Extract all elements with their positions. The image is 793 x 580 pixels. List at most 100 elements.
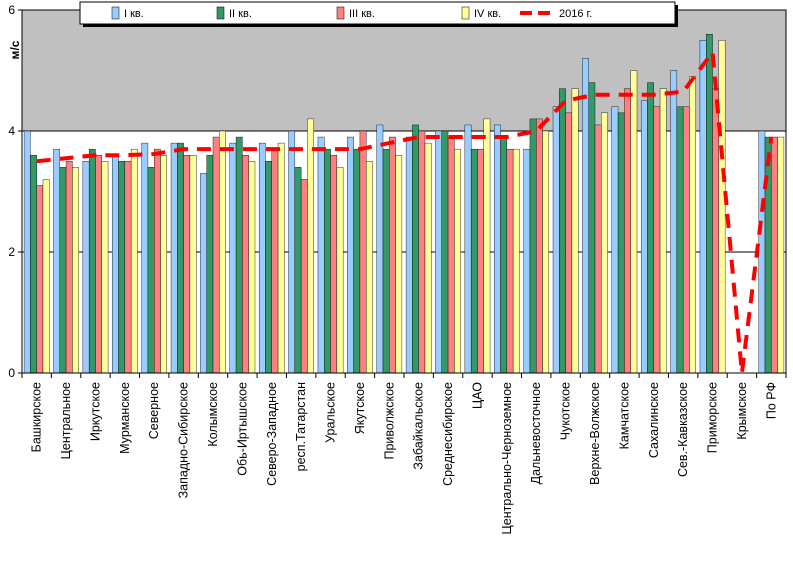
bar xyxy=(130,148,138,374)
bar xyxy=(118,161,126,374)
x-category-labels: Башкирское Центральное Иркутское Мурманское… xyxy=(30,382,779,535)
bar xyxy=(764,136,772,374)
bar xyxy=(777,136,785,374)
bar xyxy=(536,118,543,374)
y-axis-label: м/с xyxy=(8,40,22,59)
bar xyxy=(229,142,237,374)
category-label: Сахалинское xyxy=(647,382,661,458)
category-label: Мурманское xyxy=(118,382,132,454)
category-label: Уральское xyxy=(324,382,338,443)
bar xyxy=(601,112,608,374)
bar xyxy=(200,173,207,374)
bar xyxy=(523,148,531,374)
bar xyxy=(565,112,573,374)
bar xyxy=(219,130,226,374)
bar xyxy=(718,40,726,374)
legend: I кв. II кв. III кв. IV кв. 2016 г. xyxy=(79,1,678,27)
bar xyxy=(271,148,279,374)
category-label: Башкирское xyxy=(30,382,44,452)
bar xyxy=(758,130,766,374)
bar xyxy=(500,136,508,374)
bar xyxy=(160,154,168,374)
bar xyxy=(571,88,579,374)
bar xyxy=(659,88,667,374)
bar xyxy=(248,161,256,374)
bar xyxy=(412,124,419,374)
bar xyxy=(265,161,272,374)
y-tick-labels: 0 2 4 6 xyxy=(8,3,15,380)
bar xyxy=(42,179,50,374)
bar xyxy=(95,154,102,374)
y-tick-label: 2 xyxy=(8,245,15,259)
bar xyxy=(353,148,361,374)
bar xyxy=(771,136,778,374)
bar xyxy=(53,148,60,374)
bar xyxy=(424,142,432,374)
category-label: Северное xyxy=(147,382,161,439)
category-label: Крымское xyxy=(735,382,749,440)
legend-label: IV кв. xyxy=(474,8,501,20)
bar xyxy=(441,130,449,374)
bar xyxy=(670,70,678,374)
category-label: Северо-Западное xyxy=(265,382,279,486)
legend-swatch xyxy=(216,6,225,20)
bar xyxy=(23,130,31,374)
bar xyxy=(124,161,132,374)
category-label: Центрально-Черноземное xyxy=(500,382,514,534)
y-tick-label: 0 xyxy=(8,366,15,380)
category-label: Сев.-Кавказское xyxy=(676,382,690,477)
bar xyxy=(307,118,314,374)
category-label: Верхне-Волжское xyxy=(588,382,602,485)
bar xyxy=(147,167,155,374)
bar xyxy=(630,70,638,374)
y-tick-label: 4 xyxy=(8,124,15,138)
bar xyxy=(483,118,491,374)
bar xyxy=(470,148,478,374)
bar xyxy=(529,118,537,374)
series-line xyxy=(36,50,774,375)
bar xyxy=(617,112,625,374)
legend-box xyxy=(79,1,676,25)
category-label: Иркутское xyxy=(88,382,102,441)
bar xyxy=(82,161,90,374)
bar xyxy=(611,106,619,374)
bar xyxy=(30,154,37,374)
bar xyxy=(494,124,501,374)
bar xyxy=(647,82,654,374)
bar xyxy=(640,100,648,374)
bar xyxy=(582,58,589,374)
bar xyxy=(36,185,44,374)
bar xyxy=(189,154,197,374)
bar xyxy=(347,136,354,374)
bar xyxy=(594,124,602,374)
legend-swatch xyxy=(336,6,345,20)
bar xyxy=(258,142,266,374)
bar xyxy=(542,130,550,374)
line-series xyxy=(36,50,774,375)
bar xyxy=(506,148,514,374)
bar xyxy=(294,167,302,374)
y-tick-label: 6 xyxy=(8,3,15,17)
bar xyxy=(65,161,73,374)
bar xyxy=(300,179,308,374)
bar xyxy=(141,142,149,374)
bar xyxy=(477,148,484,374)
bar xyxy=(317,136,325,374)
bar xyxy=(242,154,249,374)
bar xyxy=(206,154,214,374)
bar xyxy=(395,154,403,374)
bar xyxy=(653,106,661,374)
bar xyxy=(706,34,713,374)
bar xyxy=(447,136,455,374)
bar xyxy=(183,154,191,374)
bar xyxy=(336,167,344,374)
bar xyxy=(676,106,684,374)
bar xyxy=(72,167,79,374)
category-label: Обь-Иртышское xyxy=(235,382,249,476)
category-label: По РФ xyxy=(764,382,778,419)
legend-label: II кв. xyxy=(229,8,252,20)
legend-swatch xyxy=(111,6,120,20)
bar xyxy=(376,124,384,374)
bar xyxy=(699,40,707,374)
